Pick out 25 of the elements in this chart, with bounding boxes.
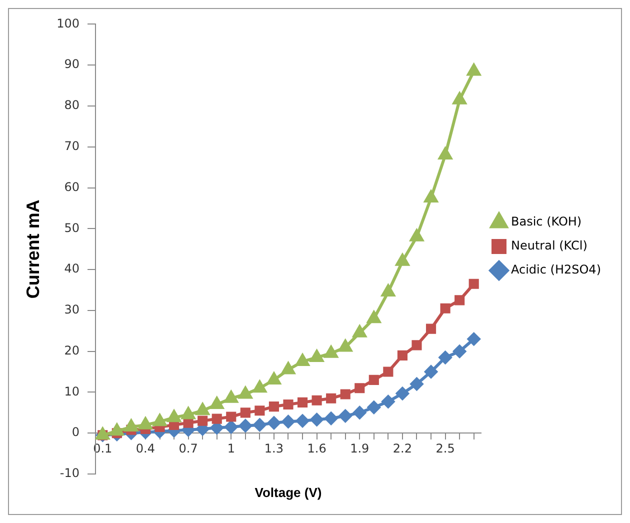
y-tick-label: 40 (64, 262, 80, 276)
x-tick-label: 1 (227, 441, 235, 456)
x-axis-title: Voltage (V) (254, 485, 322, 500)
x-tick-label: 1.6 (307, 441, 326, 456)
y-tick-label: 30 (64, 302, 80, 317)
y-tick-label: 10 (64, 384, 80, 398)
y-tick-label: 100 (56, 16, 80, 30)
y-tick-label: 20 (64, 343, 80, 358)
y-tick-label: 80 (64, 98, 80, 112)
y-tick-label: 60 (64, 180, 80, 194)
x-tick-label: 2.5 (436, 441, 455, 456)
x-tick-label: 1.9 (350, 441, 370, 456)
x-tick-label: 2.2 (392, 441, 412, 456)
y-tick-label: 70 (64, 139, 80, 153)
legend-label: Acidic (H2SO4) (510, 262, 602, 277)
y-tick-label: 0 (72, 425, 80, 440)
x-tick-label: 0.4 (136, 441, 156, 456)
x-tick-label: 0.7 (178, 441, 198, 456)
y-axis-title: Current mA (22, 200, 43, 299)
legend-label: Neutral (KCl) (510, 238, 588, 253)
x-tick-label: 1.3 (264, 441, 284, 456)
y-tick-label: 90 (64, 57, 80, 72)
y-tick-label: 50 (64, 220, 80, 235)
y-tick-label: -10 (60, 466, 80, 480)
legend-label: Basic (KOH) (510, 214, 582, 229)
